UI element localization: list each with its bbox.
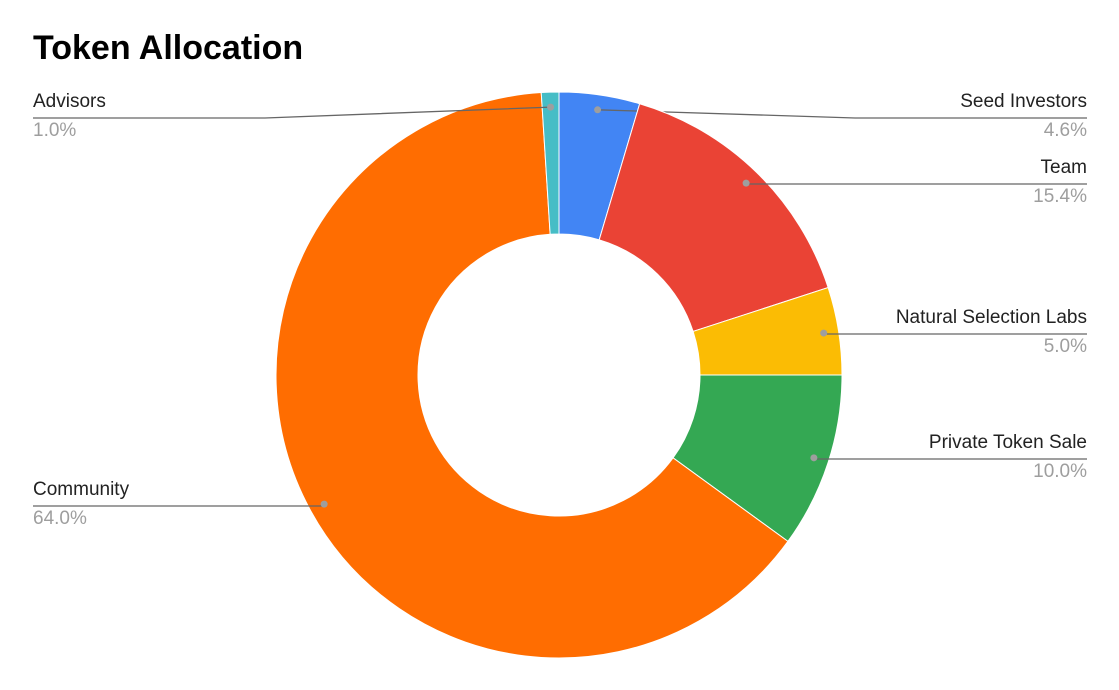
slice-value: 1.0%: [33, 120, 76, 141]
slice-value: 10.0%: [1033, 461, 1087, 482]
slice-value: 4.6%: [1044, 120, 1087, 141]
leader-line: [597, 109, 1087, 119]
slice-label: Natural Selection Labs: [896, 307, 1087, 328]
chart-title: Token Allocation: [33, 29, 303, 67]
slice-value: 64.0%: [33, 508, 87, 529]
leader-dot: [320, 500, 328, 508]
slice-label: Seed Investors: [960, 91, 1087, 112]
leader-line: [33, 106, 551, 119]
leader-dot: [594, 106, 602, 114]
slice-label: Team: [1041, 157, 1087, 178]
leader-dot: [820, 329, 828, 337]
leader-line: [33, 504, 325, 507]
donut-slice: [598, 103, 829, 333]
slice-value: 15.4%: [1033, 186, 1087, 207]
slice-label: Private Token Sale: [929, 432, 1087, 453]
slice-label: Advisors: [33, 91, 106, 112]
donut-slice: [540, 91, 560, 235]
slice-value: 5.0%: [1044, 336, 1087, 357]
leader-dot: [742, 179, 750, 187]
leader-line: [813, 457, 1087, 460]
donut-slice: [275, 92, 789, 659]
leader-line: [745, 183, 1087, 185]
leader-line: [823, 333, 1087, 335]
leader-dot: [547, 103, 555, 111]
slice-label: Community: [33, 479, 130, 500]
leader-dot: [810, 454, 818, 462]
